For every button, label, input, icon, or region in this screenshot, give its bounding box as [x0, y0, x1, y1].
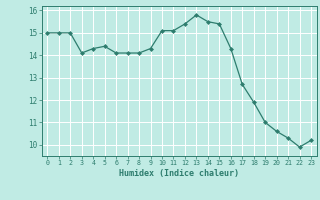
X-axis label: Humidex (Indice chaleur): Humidex (Indice chaleur) [119, 169, 239, 178]
